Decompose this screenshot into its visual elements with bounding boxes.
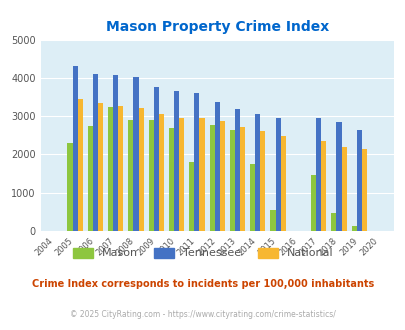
Bar [336, 122, 341, 231]
Bar [93, 74, 98, 231]
Text: Crime Index corresponds to incidents per 100,000 inhabitants: Crime Index corresponds to incidents per… [32, 279, 373, 289]
Bar [219, 121, 224, 231]
Bar [108, 107, 113, 231]
Bar [356, 130, 361, 231]
Bar [275, 118, 280, 231]
Bar [138, 108, 143, 231]
Bar [260, 131, 265, 231]
Bar [72, 66, 77, 231]
Bar [330, 213, 336, 231]
Bar [234, 109, 239, 231]
Bar [310, 176, 315, 231]
Bar [113, 75, 118, 231]
Bar [249, 164, 255, 231]
Bar [361, 149, 366, 231]
Bar [67, 143, 72, 231]
Bar [77, 99, 83, 231]
Bar [133, 77, 138, 231]
Bar [87, 126, 93, 231]
Title: Mason Property Crime Index: Mason Property Crime Index [105, 20, 328, 34]
Bar [255, 114, 260, 231]
Bar [239, 127, 245, 231]
Bar [270, 210, 275, 231]
Bar [320, 141, 326, 231]
Bar [351, 226, 356, 231]
Bar [168, 128, 174, 231]
Bar [341, 147, 346, 231]
Bar [315, 118, 320, 231]
Bar [118, 106, 123, 231]
Bar [98, 103, 103, 231]
Bar [148, 120, 153, 231]
Bar [280, 136, 285, 231]
Bar [214, 102, 219, 231]
Bar [199, 118, 204, 231]
Bar [153, 87, 158, 231]
Bar [209, 125, 214, 231]
Bar [194, 93, 199, 231]
Legend: Mason, Tennessee, National: Mason, Tennessee, National [68, 243, 337, 263]
Text: © 2025 CityRating.com - https://www.cityrating.com/crime-statistics/: © 2025 CityRating.com - https://www.city… [70, 310, 335, 319]
Bar [158, 114, 164, 231]
Bar [229, 130, 234, 231]
Bar [189, 162, 194, 231]
Bar [179, 118, 184, 231]
Bar [174, 91, 179, 231]
Bar [128, 120, 133, 231]
